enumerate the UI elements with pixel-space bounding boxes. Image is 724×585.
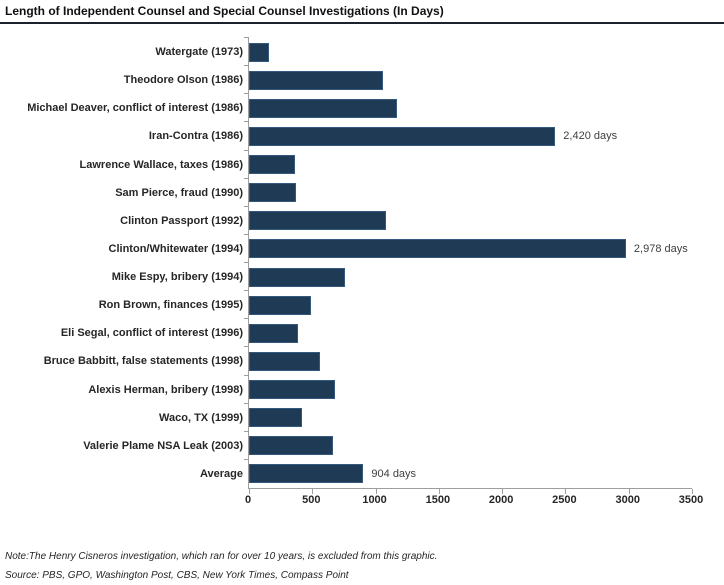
y-axis-tick: [244, 37, 249, 38]
bar-row: Alexis Herman, bribery (1998): [88, 374, 692, 404]
category-label: Average: [199, 467, 243, 480]
category-label: Clinton Passport (1992): [120, 214, 243, 227]
x-axis-tick-label: 1000: [362, 494, 387, 506]
category-label: Waco, TX (1999): [159, 411, 243, 424]
y-axis-tick: [244, 402, 249, 404]
category-label: Michael Deaver, conflict of interest (19…: [27, 102, 243, 115]
y-axis-tick: [244, 177, 249, 179]
bar-row: Bruce Babbitt, false statements (1998): [44, 346, 692, 375]
bar-value-label: 2,978 days: [633, 242, 688, 255]
category-label: Clinton/Whitewater (1994): [108, 242, 243, 255]
bar-row: Valerie Plame NSA Leak (2003): [83, 430, 692, 460]
chart-title: Length of Independent Counsel and Specia…: [5, 4, 444, 18]
y-axis-tick: [244, 149, 249, 151]
bar: [249, 295, 312, 315]
bar-row: Ron Brown, finances (1995): [99, 290, 692, 319]
y-axis-tick: [244, 290, 249, 292]
x-axis-tick-label: 1500: [425, 494, 451, 506]
x-axis-tick-label: 2000: [488, 494, 514, 506]
bar: [249, 98, 398, 118]
y-axis-tick: [244, 262, 249, 263]
bar: [249, 239, 626, 259]
x-axis-tick-label: 0: [244, 494, 252, 506]
x-axis-tick: [502, 489, 504, 494]
bar: [249, 351, 320, 371]
category-label: Bruce Babbitt, false statements (1998): [43, 355, 243, 368]
x-axis-tick-labels: 0 500 1000 1500 2000 2500 3000 3500: [244, 494, 703, 510]
title-underline: [0, 22, 724, 24]
category-label: Eli Segal, conflict of interest (1996): [60, 327, 243, 340]
x-axis-tick: [249, 489, 250, 494]
bar-row: Iran-Contra (1986) 2,420 days: [149, 121, 692, 150]
bar: [249, 436, 334, 456]
x-axis-tick-label: 500: [302, 494, 321, 506]
bar-row: Eli Segal, conflict of interest (1996): [61, 318, 692, 347]
bar: [249, 380, 336, 399]
category-label: Valerie Plame NSA Leak (2003): [83, 439, 243, 452]
category-label: Lawrence Wallace, taxes (1986): [79, 158, 243, 171]
x-axis-tick: [692, 489, 693, 494]
y-axis-tick: [244, 458, 249, 460]
bar: [249, 42, 270, 62]
category-label: Mike Espy, bribery (1994): [111, 271, 243, 283]
x-axis-tick: [565, 489, 567, 494]
category-label: Alexis Herman, bribery (1998): [88, 383, 243, 396]
bar-row: Lawrence Wallace, taxes (1986): [80, 149, 692, 179]
category-label: Watergate (1973): [155, 46, 243, 58]
x-axis-tick-label: 3500: [678, 494, 704, 506]
bar: [249, 267, 345, 287]
y-axis-tick: [244, 346, 249, 348]
category-label: Sam Pierce, fraud (1990): [115, 186, 243, 199]
chart-note: Note:The Henry Cisneros investigation, w…: [5, 551, 438, 562]
bar: [249, 70, 384, 90]
y-axis-tick: [244, 93, 249, 95]
y-axis-tick: [244, 430, 249, 432]
bar: [249, 408, 303, 428]
category-label: Ron Brown, finances (1995): [98, 299, 243, 312]
x-axis-tick: [438, 489, 440, 494]
plot-area: Watergate (1973) Theodore Olson (1986) Mic…: [27, 37, 693, 494]
bar-row: Clinton Passport (1992): [120, 205, 692, 235]
bar: [249, 126, 556, 146]
y-axis-tick: [244, 65, 249, 67]
x-axis-tick-label: 3000: [615, 494, 640, 506]
bar: [249, 183, 296, 203]
x-axis-tick: [375, 489, 377, 494]
bar-row: Waco, TX (1999): [159, 402, 692, 432]
y-axis-tick: [244, 205, 249, 207]
x-axis-tick-label: 2500: [552, 494, 577, 506]
bar-row: Clinton/Whitewater (1994) 2,978 days: [109, 233, 692, 263]
bar: [249, 155, 296, 174]
y-axis-tick: [244, 121, 249, 123]
bar: [249, 464, 364, 484]
category-label: Theodore Olson (1986): [123, 74, 243, 87]
y-axis-tick: [244, 318, 249, 320]
bar-value-label: 904 days: [371, 467, 417, 480]
x-axis-tick: [628, 489, 630, 494]
chart-source: Source: PBS, GPO, Washington Post, CBS, …: [5, 570, 349, 581]
bar-row: Sam Pierce, fraud (1990): [115, 177, 692, 207]
y-axis-tick: [244, 233, 249, 235]
bar-row: Average 904 days: [200, 458, 692, 488]
bar: [249, 323, 299, 343]
bar-row: Mike Espy, bribery (1994): [112, 262, 692, 291]
category-label: Iran-Contra (1986): [148, 130, 243, 143]
bar-value-label: 2,420 days: [563, 130, 618, 143]
bar-row: Theodore Olson (1986): [124, 65, 692, 94]
bar-row: Watergate (1973): [155, 37, 692, 66]
bar: [249, 211, 387, 231]
y-axis-tick: [244, 374, 249, 376]
x-axis-tick: [312, 489, 314, 494]
bar-row: Michael Deaver, conflict of interest (19…: [27, 93, 692, 122]
